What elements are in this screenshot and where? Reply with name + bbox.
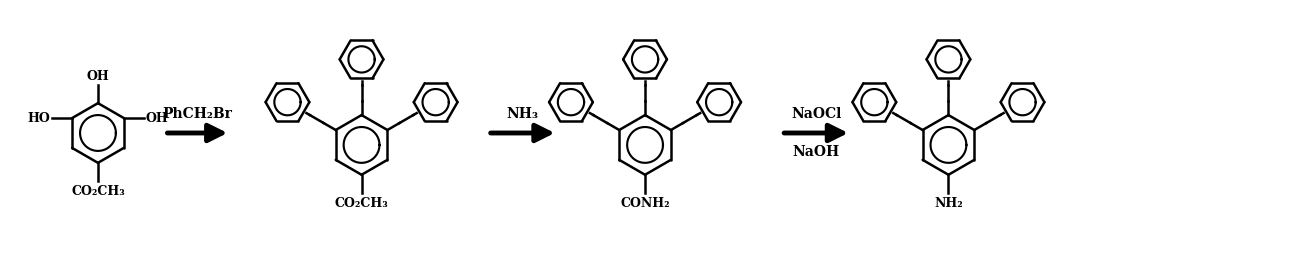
Text: PhCH₂Br: PhCH₂Br bbox=[163, 107, 232, 121]
Text: NaOH: NaOH bbox=[793, 145, 840, 159]
Text: NH₂: NH₂ bbox=[934, 197, 962, 210]
Text: CO₂CH₃: CO₂CH₃ bbox=[335, 197, 389, 210]
Text: CONH₂: CONH₂ bbox=[620, 197, 670, 210]
Text: NH₃: NH₃ bbox=[507, 107, 538, 121]
Text: HO: HO bbox=[28, 112, 50, 125]
Text: OH: OH bbox=[146, 112, 168, 125]
Text: OH: OH bbox=[87, 70, 109, 83]
Text: NaOCl: NaOCl bbox=[790, 107, 842, 121]
Text: CO₂CH₃: CO₂CH₃ bbox=[71, 185, 125, 198]
